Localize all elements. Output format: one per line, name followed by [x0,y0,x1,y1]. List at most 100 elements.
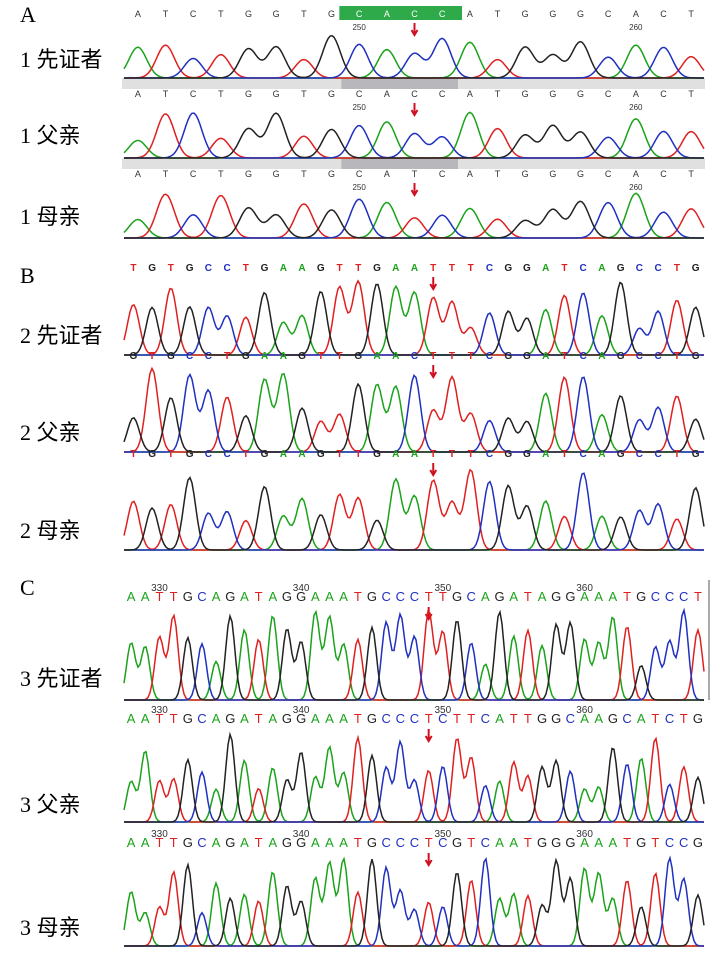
base: C [660,169,667,179]
base: T [430,263,436,274]
base: C [679,835,688,850]
base: G [636,835,646,850]
panel-label: C [20,575,35,600]
base: C [636,351,643,362]
base: A [325,711,334,726]
base: G [183,711,193,726]
trace [123,468,704,551]
base: G [282,835,292,850]
position: 360 [576,829,593,840]
base: G [317,449,325,460]
base: G [225,711,235,726]
base: C [205,351,212,362]
row-label: 3 先证者 [20,666,103,691]
base: A [268,835,277,850]
base: C [439,9,446,19]
base: T [130,263,136,274]
base: C [486,263,493,274]
base: A [261,351,268,362]
base: T [218,9,224,19]
base: C [481,835,490,850]
row-label: 1 父亲 [20,123,81,148]
base: T [425,589,433,604]
base: A [411,263,418,274]
base: G [617,449,625,460]
base: G [245,169,252,179]
arrow [410,23,419,37]
base: G [273,9,280,19]
base: A [212,589,221,604]
base: C [396,589,405,604]
base: C [566,711,575,726]
arrow [424,853,433,867]
position: 250 [352,23,366,32]
base: G [354,351,362,362]
base: A [127,589,136,604]
base: C [438,835,447,850]
base: G [577,89,584,99]
base: G [522,9,529,19]
base: T [674,449,680,460]
base: A [298,449,305,460]
position: 260 [629,183,643,192]
arrow [410,103,419,117]
base: C [356,89,363,99]
base: C [197,835,206,850]
base: G [282,711,292,726]
base: A [325,589,334,604]
bar-highlight [341,158,458,169]
base: G [549,89,556,99]
base: G [452,589,462,604]
base: G [551,835,561,850]
base: T [301,9,307,19]
base: C [605,169,612,179]
base: C [580,449,587,460]
base: T [688,9,694,19]
arrow [429,463,438,477]
base: T [355,449,361,460]
base: A [325,835,334,850]
base: T [524,589,532,604]
base: T [623,835,631,850]
base: A [141,835,150,850]
base: C [486,449,493,460]
base: A [580,835,589,850]
base: G [452,835,462,850]
base: A [598,449,605,460]
base: G [245,89,252,99]
trace [124,857,705,947]
trace [124,855,704,947]
base: A [392,449,399,460]
base: G [328,89,335,99]
base: T [224,351,230,362]
base: A [311,835,320,850]
base: T [430,449,436,460]
base: C [411,351,418,362]
position: 360 [576,583,593,594]
row-label: 2 父亲 [20,420,81,445]
trace [123,744,704,823]
base: G [549,169,556,179]
trace [124,37,704,79]
base: A [240,589,249,604]
base: A [240,835,249,850]
base: T [524,711,532,726]
base: A [311,589,320,604]
position: 330 [151,829,168,840]
base: G [183,835,193,850]
base: T [495,89,501,99]
base: A [141,589,150,604]
trace [124,738,704,823]
base: G [692,263,700,274]
base: A [609,835,618,850]
base: T [674,263,680,274]
trace [124,112,704,159]
base: G [148,263,156,274]
position: 260 [629,103,643,112]
base: G [261,449,269,460]
base: G [261,263,269,274]
base: A [594,835,603,850]
base: T [354,711,362,726]
base: G [693,711,703,726]
